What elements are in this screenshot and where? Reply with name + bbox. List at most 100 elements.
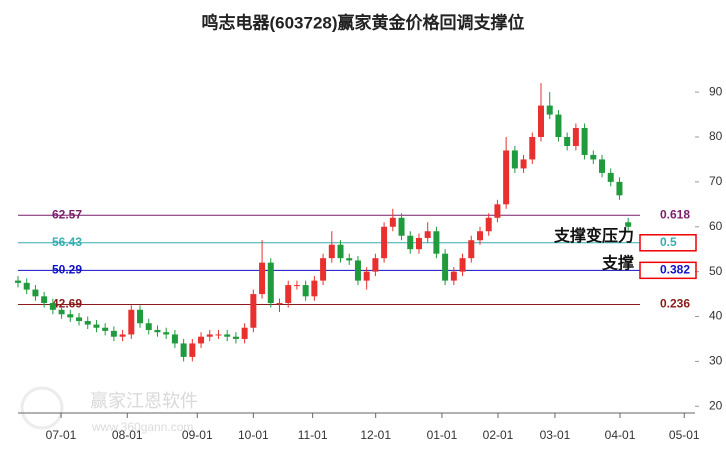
candle-body — [564, 137, 571, 146]
level-value: 42.69 — [52, 297, 82, 311]
candle-body — [572, 128, 579, 146]
candle-body — [259, 262, 266, 295]
candle-body — [171, 334, 178, 344]
level-value: 50.29 — [52, 263, 82, 277]
candle-body — [23, 282, 30, 290]
candle-body — [15, 280, 21, 283]
candle-body — [250, 294, 257, 328]
candle-body — [241, 327, 248, 339]
candle-body — [285, 285, 292, 304]
candle-body — [198, 336, 205, 344]
level-value: 62.57 — [52, 207, 82, 221]
candle-body — [625, 222, 632, 227]
level-ratio: 0.5 — [660, 235, 677, 249]
chart-title: 鸣志电器(603728)赢家黄金价格回调支撑位 — [201, 12, 524, 32]
annotation: 支撑变压力 — [553, 226, 634, 245]
candle-body — [346, 258, 353, 261]
candle-body — [58, 309, 65, 315]
candle-body — [119, 334, 126, 337]
candle-body — [32, 289, 39, 297]
y-tick-label: 90 — [709, 84, 723, 98]
x-tick-label: 08-01 — [112, 428, 143, 442]
y-tick-label: 80 — [709, 129, 723, 143]
candle-body — [389, 217, 396, 227]
candle-body — [538, 105, 545, 137]
x-tick-label: 07-01 — [46, 428, 77, 442]
x-tick-label: 01-01 — [427, 428, 458, 442]
level-box — [639, 234, 697, 252]
watermark: 赢家江恩软件 — [90, 390, 198, 411]
candle-body — [485, 217, 492, 232]
candle-body — [433, 231, 440, 254]
level-ratio: 0.618 — [660, 207, 690, 221]
candle-body — [599, 159, 606, 173]
watermark-logo — [20, 386, 64, 430]
candle-body — [328, 244, 335, 259]
annotation: 支撑 — [601, 254, 634, 273]
candle-body — [302, 285, 309, 297]
candle-body — [415, 237, 422, 250]
candle-body — [607, 172, 614, 182]
watermark-url: www.360gann.com — [91, 420, 193, 434]
candle-body — [93, 324, 100, 328]
candle-body — [215, 334, 222, 336]
candle-body — [511, 150, 518, 169]
level-box — [639, 261, 697, 280]
candle-body — [145, 323, 152, 330]
candle-body — [76, 317, 83, 321]
candle-body — [41, 296, 48, 304]
x-tick-label: 03-01 — [540, 428, 571, 442]
candle-body — [49, 303, 56, 310]
candle-body — [137, 309, 144, 324]
candle-body — [110, 330, 117, 337]
level-value: 56.43 — [52, 235, 82, 249]
candle-body — [424, 231, 431, 238]
candle-body — [581, 128, 588, 155]
candle-body — [546, 105, 553, 115]
candle-body — [476, 231, 483, 241]
candle-body — [381, 226, 388, 259]
candle-body — [450, 271, 457, 281]
candle-body — [189, 343, 196, 357]
candle-body — [267, 262, 274, 304]
candle-body — [311, 280, 318, 297]
y-tick-label: 40 — [709, 309, 723, 323]
y-tick-label: 60 — [709, 219, 723, 233]
candle-body — [616, 181, 623, 196]
candle-body — [354, 260, 361, 281]
x-tick-label: 12-01 — [360, 428, 391, 442]
candle-body — [320, 258, 327, 281]
candle-body — [520, 159, 527, 169]
candle-body — [407, 235, 414, 250]
candle-body — [503, 150, 510, 205]
candle-body — [590, 154, 597, 160]
level-ratio: 0.382 — [660, 263, 690, 277]
x-tick-label: 05-01 — [669, 428, 700, 442]
candle-body — [363, 271, 370, 281]
candle-body — [442, 253, 449, 281]
candle-body — [468, 240, 475, 259]
candle-body — [128, 309, 135, 335]
candle-body — [529, 137, 536, 160]
candle-body — [276, 303, 283, 305]
candle-body — [372, 258, 379, 272]
candle-body — [206, 334, 213, 337]
y-tick-label: 30 — [709, 354, 723, 368]
candle-body — [232, 336, 239, 339]
candle-body — [180, 343, 187, 357]
candle-body — [293, 285, 300, 287]
x-tick-label: 10-01 — [238, 428, 269, 442]
candle-body — [84, 321, 91, 325]
x-tick-label: 04-01 — [605, 428, 636, 442]
candle-body — [459, 258, 466, 272]
candle-body — [154, 329, 161, 333]
y-tick-label: 70 — [709, 174, 723, 188]
level-ratio: 0.236 — [660, 297, 690, 311]
candle-body — [163, 332, 170, 335]
x-tick-label: 11-01 — [298, 428, 328, 442]
x-tick-label: 09-01 — [182, 428, 213, 442]
candle-body — [555, 114, 562, 137]
candle-body — [398, 217, 405, 236]
candle-body — [102, 327, 109, 331]
